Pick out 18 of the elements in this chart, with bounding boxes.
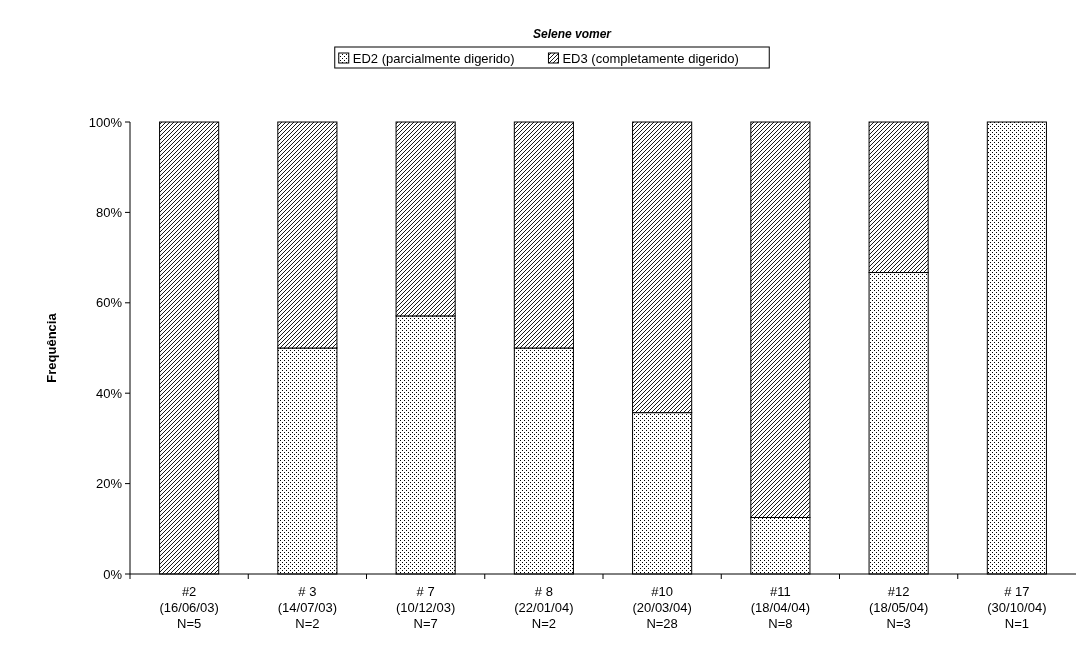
- chart-title: Selene vomer: [532, 27, 613, 41]
- x-tick-label: # 8 (22/01/04) N=2: [514, 584, 574, 631]
- x-tick-label: # 7 (10/12/03) N=7: [395, 584, 456, 631]
- y-tick-label: 60%: [95, 295, 123, 311]
- y-tick-label: 100%: [88, 114, 123, 130]
- y-tick-label: 20%: [95, 476, 123, 492]
- x-tick-label: #11 (18/04/04) N=8: [750, 584, 811, 631]
- x-tick-label: #2 (16/06/03) N=5: [159, 584, 219, 631]
- x-tick-label: # 17 (30/10/04) N=1: [987, 584, 1047, 631]
- y-tick-label: 40%: [95, 385, 123, 401]
- legend-label: ED2 (parcialmente digerido): [352, 50, 515, 66]
- x-tick-label: # 3 (14/07/03) N=2: [277, 584, 338, 631]
- y-axis-title: Frequência: [44, 312, 59, 383]
- y-tick-label: 80%: [95, 204, 123, 220]
- legend-label: ED3 (completamente digerido): [562, 50, 739, 66]
- x-tick-label: #12 (18/05/04) N=3: [868, 584, 929, 631]
- y-tick-label: 0%: [103, 566, 123, 582]
- x-tick-label: #10 (20/03/04) N=28: [632, 584, 692, 631]
